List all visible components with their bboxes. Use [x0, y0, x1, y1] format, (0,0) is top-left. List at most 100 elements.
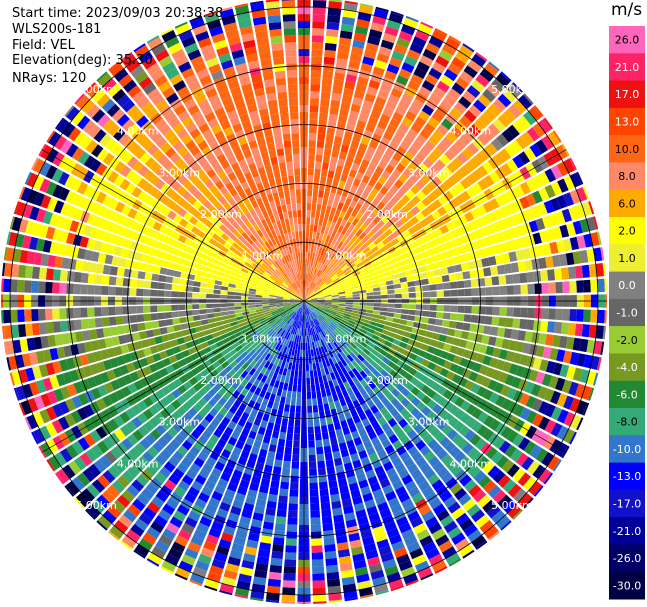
velocity-gate [293, 440, 300, 448]
velocity-gate [474, 374, 485, 385]
velocity-gate [328, 480, 338, 489]
velocity-gate [246, 539, 259, 549]
velocity-gate [304, 308, 305, 316]
velocity-gate [288, 419, 295, 427]
velocity-gate [370, 321, 378, 327]
velocity-gate [276, 302, 284, 305]
velocity-gate [487, 211, 498, 223]
velocity-gate [462, 498, 476, 512]
velocity-gate [269, 215, 276, 224]
velocity-gate [266, 328, 274, 335]
velocity-gate [101, 98, 116, 113]
velocity-gate [323, 148, 332, 157]
velocity-gate [235, 408, 244, 418]
velocity-gate [498, 242, 508, 253]
velocity-gate [317, 316, 324, 323]
velocity-gate [271, 287, 279, 292]
velocity-gate [149, 174, 160, 186]
velocity-gate [523, 147, 537, 162]
velocity-gate [76, 222, 86, 235]
velocity-gate [238, 235, 246, 243]
velocity-gate [223, 220, 232, 229]
velocity-gate [262, 383, 269, 392]
velocity-gate [169, 152, 181, 164]
velocity-gate [418, 329, 427, 337]
velocity-gate [237, 199, 246, 209]
velocity-gate [544, 419, 557, 434]
velocity-gate [409, 173, 420, 184]
velocity-gate [169, 73, 183, 86]
velocity-gate [310, 296, 318, 299]
velocity-gate [287, 278, 292, 285]
velocity-gate [528, 220, 539, 233]
velocity-gate [48, 131, 61, 147]
velocity-gate [187, 206, 198, 216]
velocity-gate [467, 332, 476, 342]
velocity-gate [372, 66, 385, 77]
velocity-gate [221, 233, 230, 241]
velocity-gate [326, 466, 336, 475]
velocity-gate [413, 222, 424, 231]
velocity-gate [296, 306, 301, 313]
velocity-gate [309, 252, 313, 260]
velocity-gate [91, 202, 102, 215]
velocity-gate [330, 245, 337, 254]
velocity-gate [352, 97, 363, 107]
velocity-gate [562, 238, 573, 252]
velocity-gate [103, 208, 115, 220]
velocity-gate [316, 278, 323, 285]
velocity-gate [471, 306, 479, 314]
velocity-gate [212, 200, 222, 210]
velocity-gate [221, 449, 231, 459]
velocity-gate [147, 552, 163, 565]
velocity-gate [583, 354, 593, 369]
velocity-gate [339, 30, 353, 40]
velocity-gate [305, 301, 311, 303]
velocity-gate [355, 187, 364, 197]
velocity-gate [86, 104, 101, 119]
velocity-gate [354, 25, 369, 36]
velocity-gate [193, 413, 204, 423]
velocity-gate [318, 375, 324, 384]
velocity-gate [507, 124, 520, 139]
velocity-gate [184, 74, 198, 86]
velocity-gate [309, 305, 316, 310]
velocity-gate [118, 456, 131, 469]
velocity-gate [262, 295, 270, 299]
velocity-gate [249, 384, 257, 394]
velocity-gate [220, 471, 231, 482]
velocity-gate [159, 327, 168, 335]
velocity-gate [368, 452, 379, 463]
velocity-gate [270, 557, 283, 567]
velocity-gate [237, 277, 245, 283]
velocity-gate [155, 136, 167, 149]
velocity-gate [85, 448, 98, 462]
velocity-gate [373, 345, 382, 353]
velocity-gate [145, 264, 155, 273]
velocity-gate [525, 193, 537, 207]
velocity-gate [169, 438, 181, 450]
velocity-gate [395, 429, 406, 440]
velocity-gate [323, 290, 331, 294]
velocity-gate [136, 474, 149, 487]
velocity-gate [266, 281, 274, 286]
velocity-gate [325, 327, 332, 335]
velocity-gate [414, 341, 423, 349]
velocity-gate [518, 492, 533, 508]
velocity-gate [292, 334, 296, 342]
velocity-gate [272, 323, 279, 330]
velocity-gate [416, 401, 426, 412]
velocity-gate [327, 15, 341, 24]
velocity-gate [241, 472, 252, 482]
velocity-gate [309, 304, 316, 309]
velocity-gate [335, 428, 344, 437]
velocity-gate [458, 134, 471, 147]
velocity-gate [228, 314, 236, 319]
velocity-gate [209, 251, 218, 259]
velocity-gate [222, 277, 231, 283]
velocity-gate [195, 116, 207, 128]
velocity-gate [569, 414, 582, 430]
velocity-gate [227, 556, 241, 567]
velocity-gate [123, 509, 137, 523]
velocity-gate [483, 108, 497, 122]
